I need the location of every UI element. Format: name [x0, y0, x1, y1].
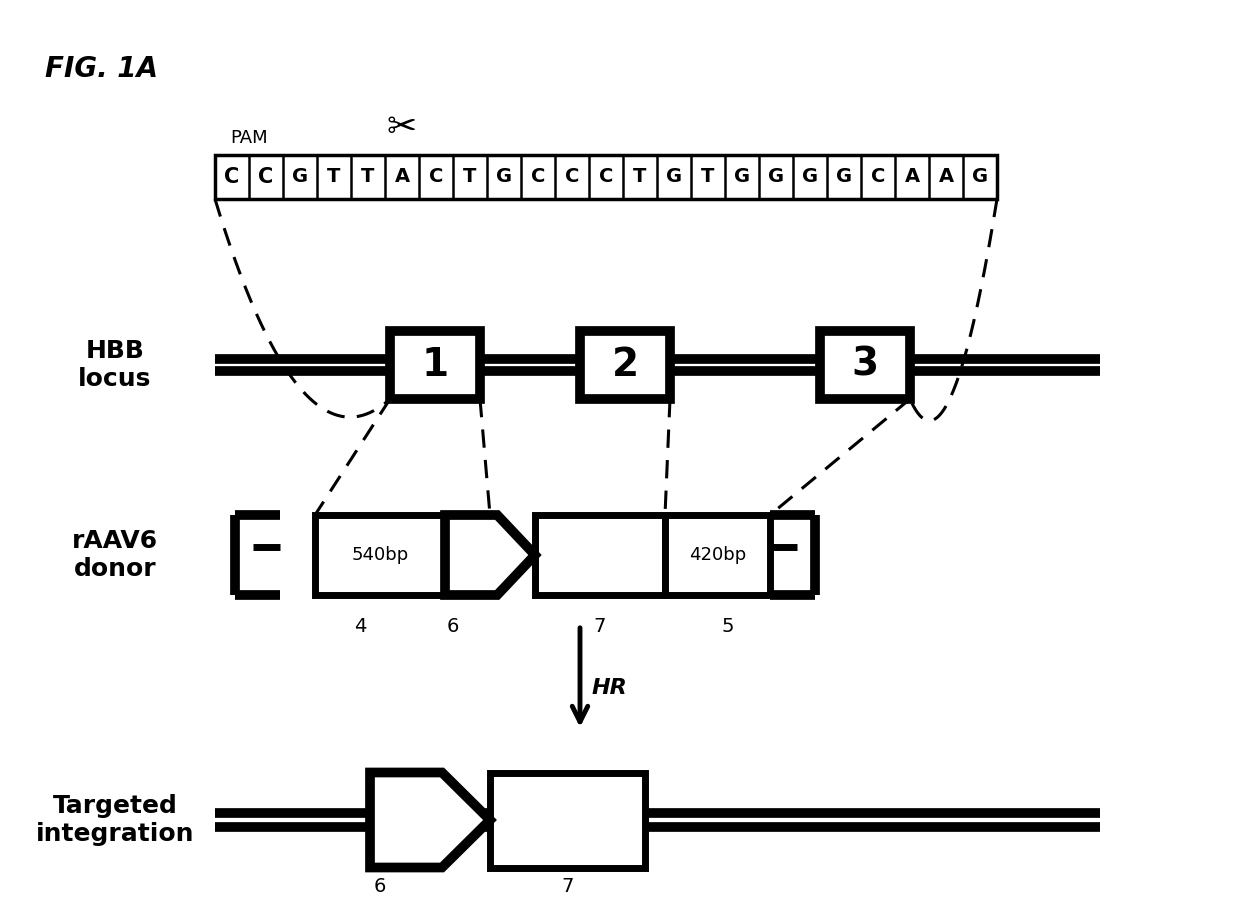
Text: T: T — [634, 167, 647, 186]
Text: 7: 7 — [594, 617, 606, 636]
Text: T: T — [361, 167, 374, 186]
Text: T: T — [327, 167, 341, 186]
Text: T: T — [464, 167, 476, 186]
Bar — [490, 773, 645, 868]
Polygon shape — [370, 773, 490, 868]
Text: rAAV6
donor: rAAV6 donor — [72, 529, 157, 581]
Text: T: T — [702, 167, 714, 186]
Polygon shape — [445, 515, 534, 595]
Text: C: C — [870, 167, 885, 186]
Text: PAM: PAM — [231, 129, 268, 147]
Text: C: C — [531, 167, 546, 186]
Text: HR: HR — [591, 677, 627, 698]
Text: 540bp: 540bp — [351, 546, 409, 564]
Text: 5: 5 — [722, 617, 734, 636]
Text: 6: 6 — [446, 617, 459, 636]
Text: ✂: ✂ — [387, 111, 417, 145]
Text: HBB
locus: HBB locus — [78, 339, 151, 391]
Text: 7: 7 — [562, 878, 574, 896]
Text: 1: 1 — [422, 346, 449, 384]
Bar — [820, 331, 910, 399]
Text: A: A — [394, 167, 409, 186]
Bar — [391, 331, 480, 399]
Text: C: C — [258, 167, 274, 187]
Text: G: G — [734, 167, 750, 186]
Text: 420bp: 420bp — [689, 546, 746, 564]
Text: A: A — [904, 167, 920, 186]
Text: G: G — [836, 167, 852, 186]
Text: G: G — [496, 167, 512, 186]
Text: C: C — [564, 167, 579, 186]
Text: G: G — [972, 167, 988, 186]
Text: G: G — [768, 167, 784, 186]
Bar — [580, 331, 670, 399]
Text: A: A — [939, 167, 954, 186]
Bar — [215, 155, 997, 199]
Text: G: G — [802, 167, 818, 186]
Text: C: C — [429, 167, 443, 186]
Text: 4: 4 — [355, 617, 367, 636]
Text: G: G — [291, 167, 308, 186]
Text: 6: 6 — [373, 878, 386, 896]
Bar — [315, 515, 445, 595]
Text: G: G — [666, 167, 682, 186]
Text: C: C — [599, 167, 614, 186]
Text: C: C — [224, 167, 239, 187]
Text: FIG. 1A: FIG. 1A — [45, 55, 157, 83]
Text: 3: 3 — [852, 346, 879, 384]
Text: Targeted
integration: Targeted integration — [36, 794, 195, 845]
Text: 2: 2 — [611, 346, 639, 384]
Bar — [665, 515, 770, 595]
Bar — [534, 515, 665, 595]
